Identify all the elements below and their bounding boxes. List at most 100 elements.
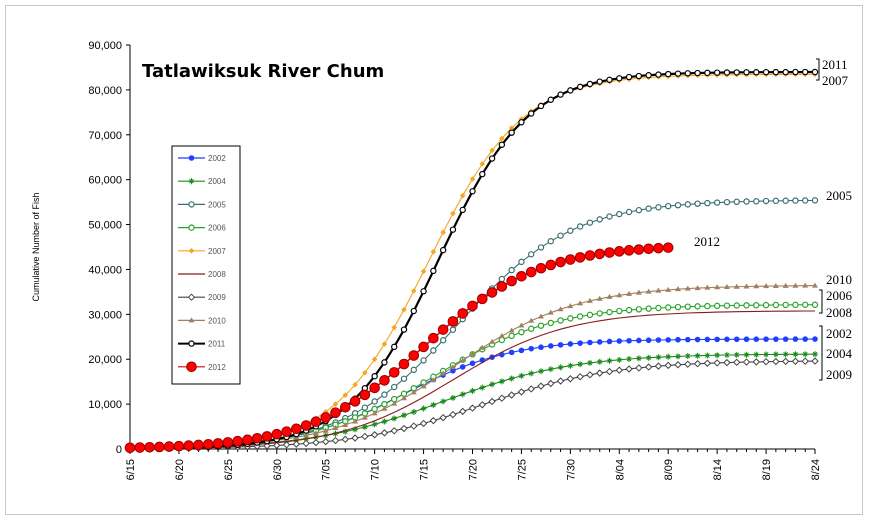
data-point [733,283,740,289]
data-point [753,198,760,205]
data-point [645,337,652,344]
data-point [713,69,721,76]
data-point [653,242,664,254]
data-point [684,285,691,291]
data-point [604,247,615,258]
data-point [508,266,515,274]
data-point [498,275,506,283]
legend-label: 2004 [208,177,226,186]
x-tick-label: 7/25 [516,459,528,480]
y-tick-label: 40,000 [88,264,122,276]
data-point [584,250,596,261]
data-point [489,381,496,388]
x-tick-label: 6/25 [223,459,235,480]
data-point [586,219,594,226]
data-point [684,353,691,360]
data-point [743,69,750,76]
legend-entry: 2010 [178,316,226,325]
data-point [587,339,593,346]
data-point [763,283,770,289]
data-point [565,254,576,265]
data-point [635,355,642,362]
data-point [811,68,819,76]
data-point [812,336,818,342]
data-point [753,69,760,76]
data-point [772,197,780,205]
data-point [439,413,447,422]
annotation-label-2005: 2005 [826,188,852,203]
data-point [596,295,603,301]
data-point [450,368,456,374]
data-point [812,351,818,358]
data-point [654,362,663,370]
data-point [390,427,398,435]
data-point [193,439,204,451]
data-point [449,226,457,233]
data-point [684,360,692,368]
data-point [616,307,623,315]
legend-entry: 2009 [178,293,226,302]
series-2012 [124,242,674,454]
data-point [772,301,780,309]
data-point [626,337,632,344]
data-point [478,401,486,409]
data-point [488,397,496,406]
data-point [144,441,155,453]
legend-entry: 2008 [178,270,226,279]
data-point [675,336,681,343]
data-point [782,301,789,309]
data-point [459,391,466,398]
data-point [410,288,417,294]
data-point [644,363,653,371]
data-point [498,336,506,344]
data-point [507,391,516,399]
annotation-label-2004: 2004 [826,346,853,361]
data-point [371,372,378,380]
data-point [469,188,476,195]
data-point [753,351,760,358]
data-point [518,258,525,266]
data-point [538,344,544,351]
data-point [447,316,459,327]
legend-label: 2011 [208,340,226,349]
data-point [733,69,740,76]
data-point [352,426,359,433]
data-point [596,369,604,377]
data-point [772,68,780,76]
data-point [381,405,388,411]
data-point [479,344,486,350]
data-point [410,422,418,430]
data-point [173,440,185,452]
data-point [479,384,486,391]
data-point [643,243,654,255]
bracket-2011-2007 [816,58,820,81]
data-point [293,436,300,443]
legend-label: 2009 [208,293,226,302]
data-point [371,410,378,416]
y-tick-label: 70,000 [88,130,122,142]
data-point [518,322,525,328]
data-point [594,248,606,260]
data-point [684,70,691,77]
data-point [251,432,263,444]
x-tick-label: 6/30 [272,459,284,480]
data-point [576,313,584,320]
data-point [342,392,349,398]
data-point [361,423,368,430]
data-point [437,324,449,335]
data-point [332,425,339,431]
data-point [782,68,789,76]
data-point [674,303,682,311]
data-point [547,343,554,349]
data-point [704,352,711,359]
data-point [576,372,584,381]
data-point [557,306,564,312]
data-point [516,271,527,282]
x-tick-label: 7/20 [468,459,480,480]
data-point [606,308,613,316]
data-point [616,210,623,218]
data-point [188,248,195,254]
data-point [694,285,701,291]
data-point [782,351,789,358]
data-point [498,141,506,148]
